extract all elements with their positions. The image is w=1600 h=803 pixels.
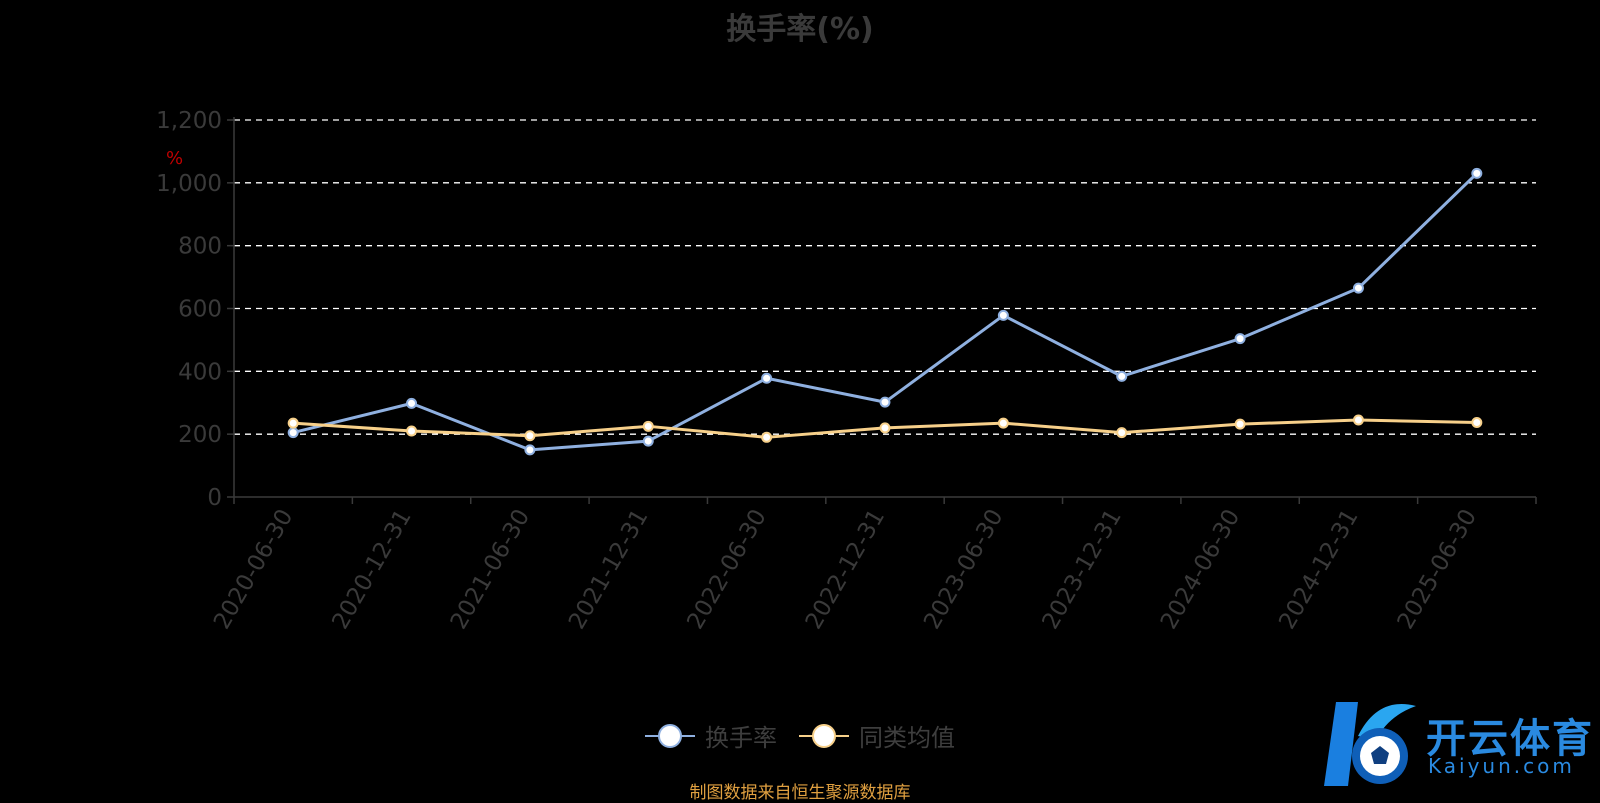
series-1-point	[406, 425, 418, 437]
brand-logo: 开云体育 Kaiyun.com	[1318, 696, 1600, 800]
logo-english-text: Kaiyun.com	[1428, 754, 1575, 778]
y-tick-label: 1,000	[156, 171, 222, 197]
legend-item-peer-average[interactable]: 同类均值	[799, 718, 955, 753]
y-tick-label: 400	[178, 359, 222, 385]
series-0-point	[406, 397, 418, 409]
x-tick-label: 2021-12-31	[564, 505, 653, 634]
x-tick-label: 2022-06-30	[682, 505, 771, 634]
series-1-point	[997, 417, 1009, 429]
series-1-point	[1116, 427, 1128, 439]
y-tick-label: 200	[178, 422, 222, 448]
series-0-point	[997, 309, 1009, 321]
y-tick-label: 1,200	[156, 108, 222, 134]
legend-marker-peer-average-icon	[799, 723, 849, 748]
x-tick-label: 2024-06-30	[1156, 505, 1245, 634]
data-source-note: 制图数据来自恒生聚源数据库	[689, 783, 911, 803]
legend-label-peer-average: 同类均值	[859, 724, 955, 752]
series-0-point	[1352, 282, 1364, 294]
legend-dot-peer-average	[812, 723, 836, 748]
series-0-point	[761, 372, 773, 384]
x-tick-label: 2021-06-30	[446, 505, 535, 634]
x-tick-label: 2024-12-31	[1274, 505, 1363, 634]
legend-label-turnover: 换手率	[705, 724, 777, 752]
chart-legend[interactable]: 换手率 同类均值	[645, 718, 955, 753]
logo-chinese-text: 开云体育	[1426, 716, 1594, 762]
series-1-point	[287, 417, 299, 429]
x-tick-label: 2020-06-30	[209, 505, 298, 634]
series-0-point	[1116, 370, 1128, 382]
ball-logo-icon	[1324, 702, 1416, 786]
series-line-0	[292, 172, 1478, 452]
legend-item-turnover[interactable]: 换手率	[645, 718, 777, 753]
x-tick-label: 2023-06-30	[919, 505, 1008, 634]
y-tick-label: 600	[178, 297, 222, 323]
series-1-point	[1471, 417, 1483, 429]
series-0-point	[287, 427, 299, 439]
x-tick-label: 2020-12-31	[327, 505, 416, 634]
series-0-point	[879, 396, 891, 408]
legend-dot-turnover	[658, 723, 682, 748]
y-tick-label: 800	[178, 234, 222, 260]
x-tick-label: 2022-12-31	[801, 505, 890, 634]
series-0-point	[642, 435, 654, 447]
series-1-point	[1352, 414, 1364, 426]
x-tick-label: 2025-06-30	[1393, 505, 1482, 634]
series-1-point	[879, 422, 891, 434]
series-1-point	[761, 431, 773, 443]
chart-title: 换手率(%)	[726, 12, 874, 47]
series-0-point	[1234, 333, 1246, 345]
x-tick-label: 2023-12-31	[1038, 505, 1127, 634]
y-axis-unit-label: %	[166, 148, 184, 169]
series-1-point	[524, 430, 536, 442]
series-1-point	[1234, 418, 1246, 430]
series-0-point	[1471, 167, 1483, 179]
legend-marker-turnover-icon	[645, 723, 695, 748]
y-tick-label: 0	[207, 485, 222, 511]
series-0-point	[524, 444, 536, 456]
series-1-point	[642, 420, 654, 432]
